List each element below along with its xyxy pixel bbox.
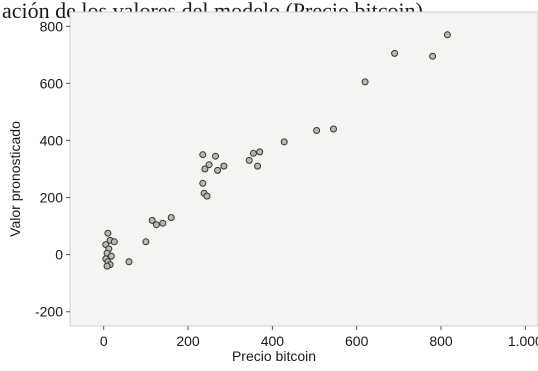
data-point — [104, 229, 112, 237]
data-point — [220, 162, 228, 170]
y-tick-label: 800 — [40, 18, 64, 34]
x-tick-label: 400 — [261, 333, 285, 349]
data-point — [443, 31, 451, 39]
y-tick-label: 0 — [55, 247, 63, 263]
data-point — [256, 148, 264, 156]
data-point — [103, 262, 111, 270]
data-point — [245, 156, 253, 164]
x-tick-label: 0 — [100, 333, 108, 349]
y-tick-label: 400 — [40, 132, 64, 148]
data-point — [205, 161, 213, 169]
x-tick-label: 600 — [345, 333, 369, 349]
x-tick-label: 1.000 — [508, 333, 538, 349]
y-tick-label: 600 — [40, 75, 64, 91]
data-point — [159, 219, 167, 227]
data-point — [199, 151, 207, 159]
data-point — [391, 49, 399, 57]
data-point — [212, 152, 219, 160]
data-point — [280, 138, 288, 146]
data-point — [201, 165, 209, 173]
data-point — [167, 214, 175, 221]
data-point — [254, 162, 262, 170]
data-point — [142, 238, 150, 246]
data-point — [249, 149, 257, 157]
data-point — [125, 258, 133, 266]
data-point — [203, 192, 211, 200]
x-tick-label: 200 — [176, 333, 200, 349]
data-point — [152, 221, 160, 229]
plot-area — [69, 11, 538, 327]
x-axis-title: Precio bitcoin — [232, 348, 316, 364]
data-point — [148, 216, 156, 224]
y-tick-label: 200 — [40, 190, 64, 206]
y-axis: -200 0 200 400 600 800 — [35, 18, 70, 320]
points-layer — [102, 31, 451, 270]
y-axis-title: Valor pronosticado — [7, 121, 23, 237]
data-point — [330, 125, 337, 133]
data-point — [361, 78, 369, 86]
data-point — [313, 127, 321, 134]
data-point — [429, 52, 437, 60]
data-point — [214, 166, 222, 174]
data-point — [110, 238, 118, 246]
data-point — [199, 179, 207, 187]
x-tick-label: 800 — [429, 333, 453, 349]
x-axis: 0 200 400 600 800 1.000 — [100, 326, 538, 349]
y-tick-label: -200 — [35, 304, 63, 320]
data-point — [107, 252, 115, 260]
